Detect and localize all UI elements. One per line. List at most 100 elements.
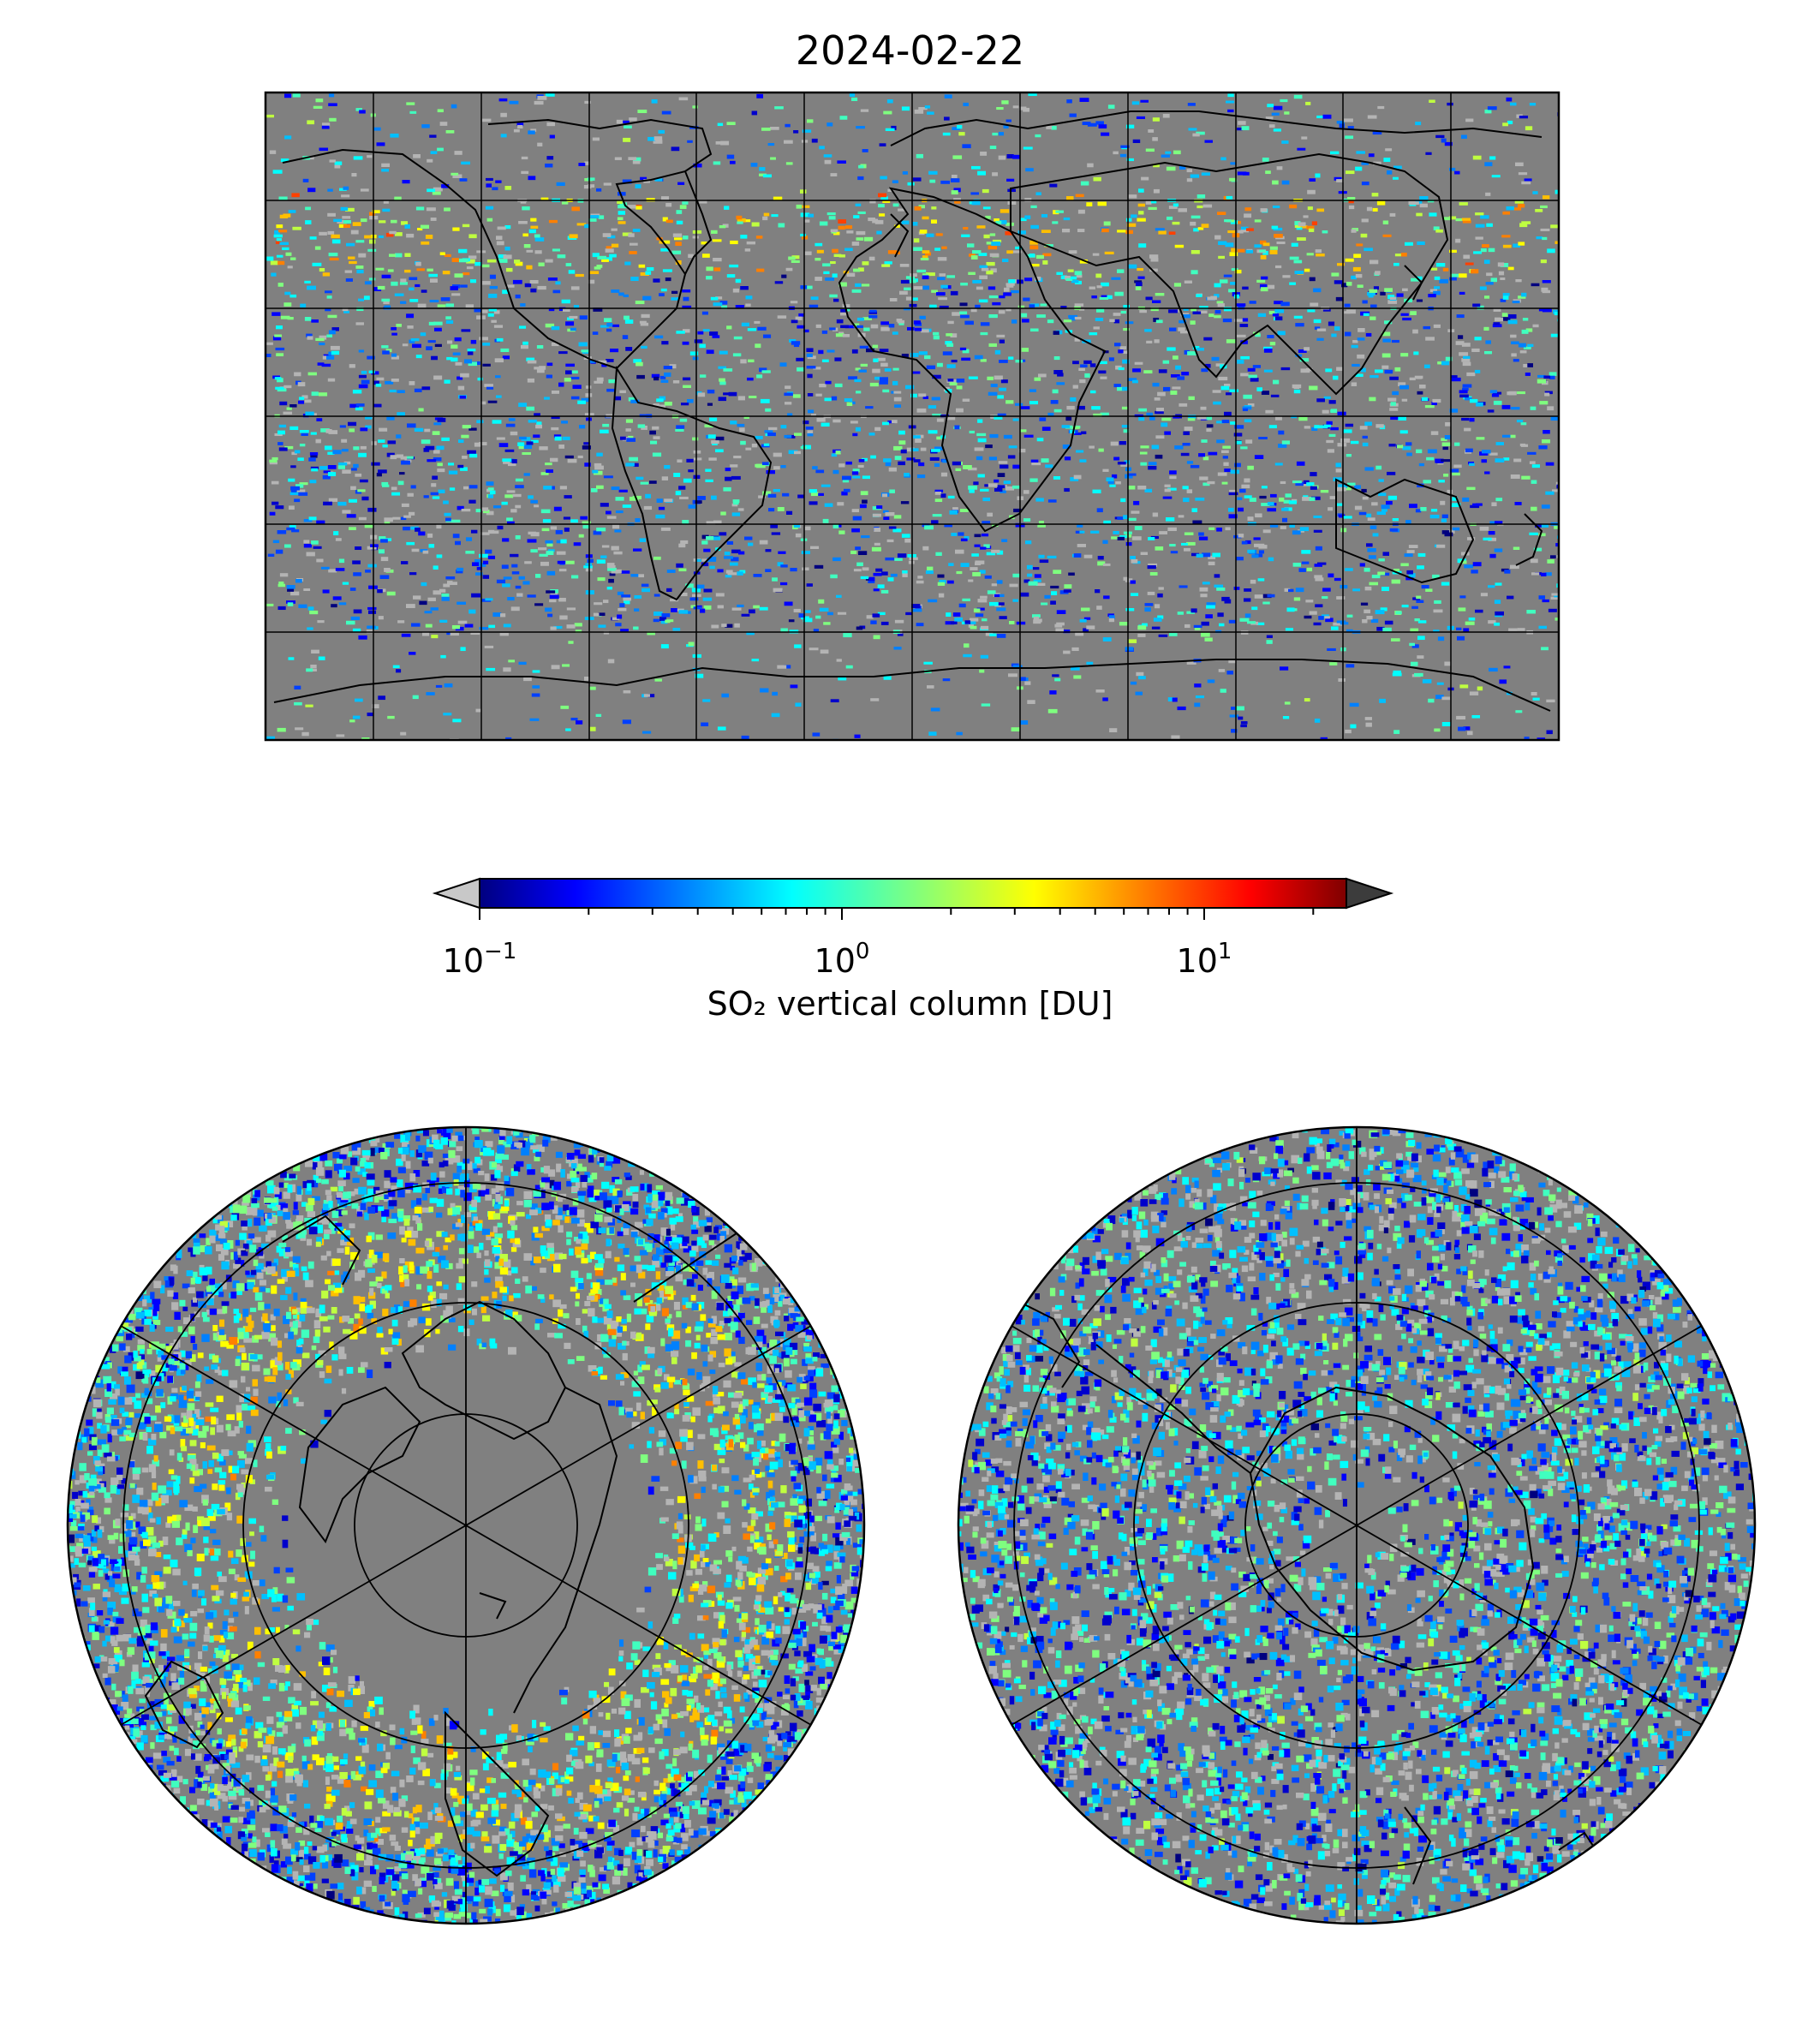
- so2-pixel: [1184, 547, 1190, 552]
- so2-pixel: [142, 1607, 150, 1614]
- so2-pixel: [1179, 165, 1186, 170]
- so2-pixel: [1041, 602, 1048, 606]
- so2-pixel: [1328, 507, 1334, 511]
- so2-pixel: [1244, 588, 1252, 592]
- so2-pixel: [359, 1304, 366, 1312]
- so2-pixel: [552, 1299, 561, 1308]
- so2-pixel: [328, 472, 337, 477]
- so2-pixel: [297, 382, 306, 387]
- so2-pixel: [380, 557, 389, 562]
- so2-pixel: [931, 449, 940, 452]
- so2-pixel: [475, 509, 481, 513]
- so2-pixel: [986, 242, 993, 245]
- so2-pixel: [607, 565, 616, 569]
- so2-pixel: [205, 1289, 213, 1297]
- so2-pixel: [502, 1763, 509, 1769]
- so2-pixel: [933, 331, 940, 336]
- so2-pixel: [682, 520, 689, 524]
- so2-pixel: [1495, 521, 1503, 524]
- so2-pixel: [1289, 256, 1299, 260]
- so2-pixel: [1368, 555, 1376, 559]
- so2-pixel: [359, 479, 368, 483]
- so2-pixel: [793, 130, 799, 134]
- so2-pixel: [594, 602, 603, 606]
- so2-pixel: [1455, 218, 1463, 222]
- so2-pixel: [1167, 487, 1177, 491]
- so2-pixel: [1365, 513, 1372, 517]
- so2-pixel: [1506, 206, 1514, 211]
- so2-pixel: [974, 355, 983, 360]
- so2-pixel: [725, 468, 731, 472]
- so2-pixel: [1036, 314, 1046, 318]
- so2-pixel: [1182, 486, 1189, 490]
- so2-pixel: [415, 261, 421, 266]
- so2-pixel: [598, 1902, 606, 1911]
- so2-pixel: [1488, 248, 1495, 253]
- so2-pixel: [1277, 331, 1286, 336]
- so2-pixel: [851, 509, 860, 513]
- so2-pixel: [304, 1853, 312, 1860]
- so2-pixel: [1191, 508, 1198, 513]
- so2-pixel: [653, 136, 663, 141]
- so2-pixel: [763, 443, 770, 446]
- so2-pixel: [1493, 322, 1501, 325]
- so2-pixel: [719, 532, 727, 536]
- so2-pixel: [1051, 126, 1057, 130]
- so2-pixel: [629, 457, 638, 462]
- so2-pixel: [328, 103, 337, 106]
- so2-pixel: [371, 441, 377, 445]
- so2-pixel: [587, 1895, 595, 1905]
- so2-pixel: [858, 551, 868, 556]
- so2-pixel: [436, 524, 442, 529]
- so2-pixel: [1190, 174, 1200, 178]
- so2-pixel: [859, 504, 867, 509]
- so2-pixel: [1531, 506, 1537, 511]
- so2-pixel: [1138, 243, 1147, 248]
- so2-pixel: [1229, 489, 1237, 493]
- so2-pixel: [1417, 391, 1423, 395]
- so2-pixel: [1012, 485, 1020, 489]
- so2-pixel: [612, 1155, 621, 1164]
- so2-pixel: [693, 606, 702, 610]
- so2-pixel: [368, 277, 376, 281]
- so2-pixel: [1130, 681, 1137, 685]
- so2-pixel: [278, 1716, 288, 1722]
- so2-pixel: [857, 464, 864, 468]
- so2-pixel: [1005, 486, 1015, 491]
- so2-pixel: [1253, 537, 1261, 540]
- so2-pixel: [947, 320, 954, 325]
- so2-pixel: [1003, 292, 1011, 296]
- so2-pixel: [479, 442, 487, 445]
- so2-pixel: [486, 218, 493, 222]
- so2-pixel: [451, 1920, 456, 1924]
- so2-pixel: [474, 442, 481, 447]
- so2-pixel: [206, 1310, 212, 1316]
- so2-pixel: [1296, 227, 1303, 230]
- so2-pixel: [890, 573, 898, 577]
- so2-pixel: [573, 542, 582, 546]
- so2-pixel: [861, 535, 870, 539]
- so2-pixel: [536, 421, 542, 426]
- so2-pixel: [1212, 552, 1220, 558]
- so2-pixel: [1304, 426, 1310, 429]
- so2-pixel: [1480, 593, 1489, 597]
- so2-pixel: [626, 438, 636, 442]
- so2-pixel: [982, 188, 989, 194]
- so2-pixel: [242, 1817, 251, 1824]
- so2-pixel: [1306, 482, 1315, 486]
- so2-pixel: [475, 708, 481, 713]
- so2-pixel: [389, 254, 396, 257]
- so2-pixel: [1089, 445, 1095, 449]
- so2-pixel: [1233, 433, 1243, 437]
- so2-pixel: [1226, 392, 1232, 396]
- so2-pixel: [1268, 284, 1275, 289]
- so2-pixel: [479, 563, 486, 567]
- so2-pixel: [1115, 481, 1121, 485]
- so2-pixel: [802, 1746, 809, 1752]
- so2-pixel: [803, 421, 809, 425]
- so2-pixel: [412, 343, 421, 349]
- so2-pixel: [487, 400, 498, 403]
- so2-pixel: [368, 610, 377, 614]
- so2-pixel: [526, 441, 534, 445]
- so2-pixel: [757, 326, 767, 331]
